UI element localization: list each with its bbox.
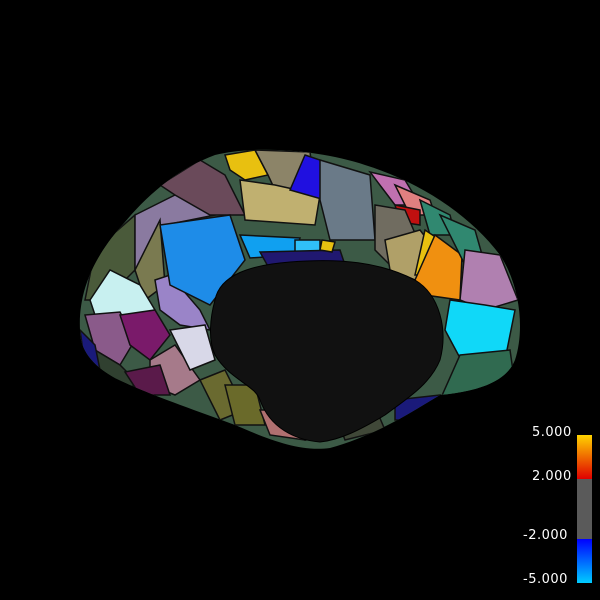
parcel-pink-right — [460, 250, 518, 310]
colorbar-label-upper-threshold: 2.000 — [532, 470, 572, 483]
colorbar-neutral-band — [577, 479, 592, 539]
colorbar-label-lower-threshold: -2.000 — [523, 529, 568, 542]
colorbar-positive-band — [577, 435, 592, 479]
colorbar — [577, 435, 592, 583]
colorbar-label-max: 5.000 — [532, 426, 572, 439]
colorbar-negative-band — [577, 539, 592, 583]
colorbar-label-min: -5.000 — [523, 573, 568, 586]
parcel-yellow-small — [320, 240, 335, 252]
